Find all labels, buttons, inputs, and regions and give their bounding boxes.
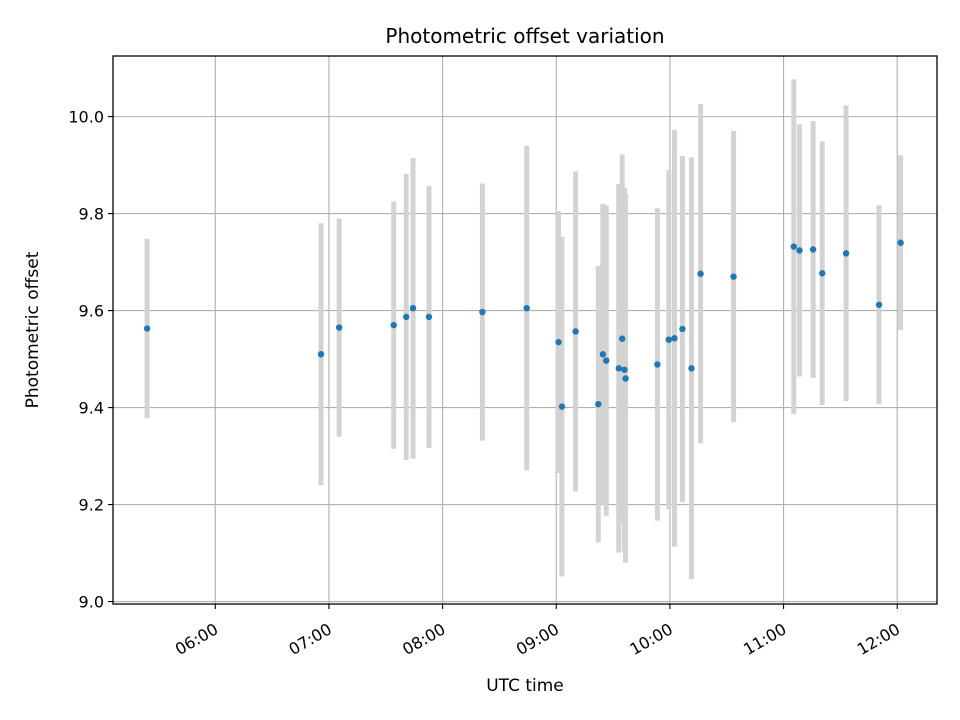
data-point	[599, 351, 607, 358]
data-points	[143, 239, 904, 410]
data-point	[409, 304, 417, 312]
data-point	[425, 313, 433, 321]
data-point	[875, 301, 883, 308]
data-point	[572, 328, 579, 335]
chart-title: Photometric offset variation	[385, 24, 664, 48]
data-point	[654, 361, 661, 368]
data-point	[688, 365, 695, 372]
data-point	[143, 325, 151, 332]
data-point	[618, 335, 626, 342]
y-tick-label: 9.8	[79, 205, 104, 224]
data-point	[730, 273, 737, 280]
x-axis-label: UTC time	[486, 676, 564, 696]
y-axis-label: Photometric offset	[23, 251, 43, 408]
y-tick-label: 10.0	[68, 108, 104, 127]
y-tick-label: 9.2	[79, 496, 104, 515]
data-point	[555, 338, 562, 346]
data-point	[317, 351, 325, 358]
data-point	[603, 357, 610, 364]
y-tick-label: 9.0	[79, 593, 104, 612]
data-point	[621, 366, 628, 373]
data-point	[819, 270, 826, 277]
y-tick-label: 9.6	[79, 302, 104, 321]
data-point	[671, 335, 678, 342]
y-tick-label: 9.4	[79, 399, 104, 418]
data-point	[595, 400, 602, 408]
data-point	[390, 321, 397, 329]
data-point	[679, 325, 686, 333]
data-point	[615, 365, 622, 372]
data-point	[842, 250, 850, 257]
data-point	[558, 403, 566, 410]
data-point	[697, 270, 704, 277]
data-point	[897, 239, 904, 246]
data-point	[790, 243, 797, 250]
plot-frame	[112, 55, 938, 605]
data-point	[665, 336, 672, 343]
data-point	[335, 324, 343, 331]
data-point	[523, 304, 530, 312]
data-point	[809, 246, 817, 253]
data-point	[479, 308, 486, 316]
data-point	[622, 375, 629, 382]
data-point	[796, 247, 803, 254]
data-point	[403, 313, 410, 321]
y-axis-ticks: 9.0 9.2 9.4 9.6 9.8 10.0	[68, 108, 113, 612]
